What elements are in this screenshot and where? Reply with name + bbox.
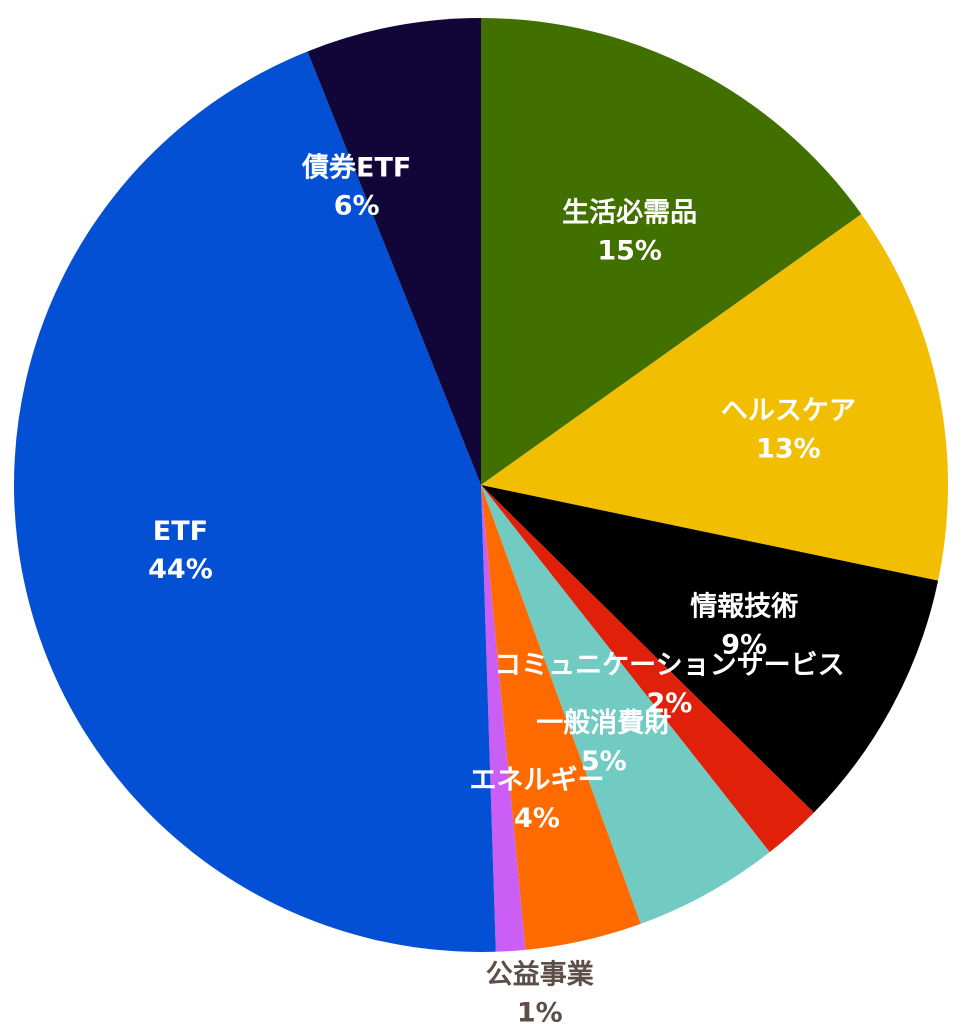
pie-slices bbox=[14, 18, 948, 953]
slice-percent: 4% bbox=[514, 803, 560, 834]
slice-percent: 1% bbox=[517, 998, 563, 1024]
pie-slice bbox=[481, 485, 641, 950]
slice-label: 情報技術 bbox=[690, 592, 798, 623]
pie-slice bbox=[307, 18, 481, 485]
slice-percent: 15% bbox=[597, 236, 662, 267]
slice-percent: 44% bbox=[148, 554, 213, 585]
slice-label: 公益事業 bbox=[486, 960, 594, 991]
slice-label: ETF bbox=[153, 516, 208, 547]
slice-percent: 2% bbox=[646, 688, 692, 719]
pie-slice bbox=[481, 485, 526, 952]
slice-percent: 5% bbox=[581, 746, 627, 777]
pie-labels: 生活必需品 15% ヘルスケア 13% 情報技術 9%コミュニケーションサービス 2%一般消… bbox=[148, 151, 856, 1024]
slice-label: ヘルスケア bbox=[721, 396, 856, 427]
pie-slice bbox=[14, 51, 496, 953]
slice-label: 一般消費財 bbox=[536, 707, 671, 739]
pie-slice bbox=[481, 18, 862, 485]
slice-label: コミュニケーションサービス bbox=[494, 650, 844, 681]
pie-slice bbox=[481, 485, 939, 813]
pie-slice bbox=[481, 214, 948, 581]
pie-slice bbox=[481, 485, 770, 924]
slice-label: 生活必需品 bbox=[562, 198, 697, 229]
slice-label: 債券ETF bbox=[301, 151, 411, 183]
slice-percent: 6% bbox=[334, 190, 380, 221]
slice-percent: 9% bbox=[721, 630, 767, 661]
pie-slice bbox=[481, 485, 814, 853]
slice-label: エネルギー bbox=[469, 765, 604, 796]
slice-percent: 13% bbox=[756, 434, 821, 465]
